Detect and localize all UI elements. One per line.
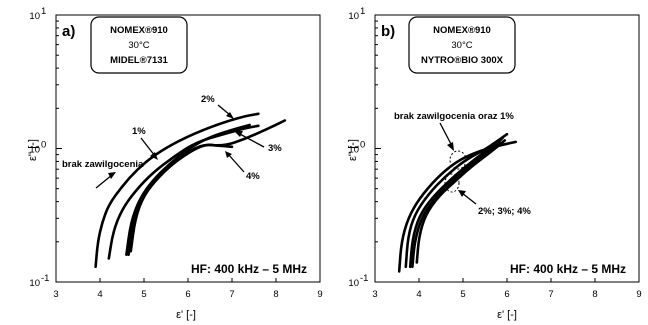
legend-a-line2: 30°C [128,40,149,51]
y-tick-label-a-1: 10 [29,145,40,156]
arrow-a-4pct [227,153,245,173]
x-tick-label-a-5: 8 [273,289,278,300]
x-axis-label-a: ε' [-] [176,309,196,321]
x-tick-label-b-3: 6 [504,289,509,300]
dashed-circle-b-upper [449,150,467,170]
y-tick-exp-b-1: 0 [360,140,365,151]
arrow-a-2pct [217,104,231,116]
legend-b-line1: NOMEX®910 [433,25,491,36]
annotation-b-wet: 2%; 3%; 4% [478,206,531,217]
legend-b-line3: NYTRO®BIO 300X [421,55,504,66]
legend-a-line3: MIDEL®7131 [110,55,168,66]
panel-label-a: a) [62,23,75,40]
arrowhead-b-dry-1pct [447,142,454,151]
y-tick-label-b-2: 10 [348,11,359,22]
frequency-label-a: HF: 400 kHz – 5 MHz [191,262,307,276]
arrowhead-a-2pct [226,112,234,119]
panel-label-b: b) [381,23,395,40]
y-tick-label-a-0: 10 [29,278,40,289]
series-a-1 [107,124,260,260]
legend-a-line1: NOMEX®910 [110,25,168,36]
legend-b-line2: 30°C [451,40,472,51]
x-tick-label-b-2: 5 [460,289,465,300]
y-axis-label-a: ε'' [-] [27,139,39,161]
x-tick-label-a-2: 5 [141,289,146,300]
legend-b: NOMEX®910 30°C NYTRO®BIO 300X [408,16,516,74]
arrowhead-a-4pct [225,151,232,158]
x-tick-label-b-6: 9 [636,289,641,300]
y-axis-label-b: ε'' [-] [347,139,359,161]
x-tick-label-b-0: 3 [372,289,377,300]
arrowhead-b-wet [458,190,466,197]
legend-a: NOMEX®910 30°C MIDEL®7131 [90,16,188,74]
arrowhead-a-dry [108,172,116,179]
arrow-a-3pct [237,132,265,148]
y-tick-label-b-0: 10 [348,278,359,289]
series-b-4 [408,141,502,269]
annotation-a-dry: brak zawilgocenia [62,159,144,170]
arrow-b-dry-1pct [439,122,453,147]
x-tick-label-b-5: 8 [592,289,597,300]
arrowhead-a-3pct [234,131,243,137]
annotation-a-4pct: 4% [246,171,260,182]
x-axis-label-b: ε' [-] [497,309,517,321]
dashed-circle-b-lower [444,173,460,193]
arrowhead-a-1pct [150,152,158,160]
series-b-2 [411,136,504,269]
arrow-a-dry [95,174,113,189]
annotation-a-3pct: 3% [268,143,282,154]
x-tick-label-a-3: 6 [185,289,190,300]
series-a-0 [94,112,260,269]
x-tick-label-a-4: 7 [229,289,234,300]
y-tick-exp-a-0: -1 [41,273,49,284]
legend-box-a [90,16,188,74]
annotation-a-1pct: 1% [132,126,146,137]
y-tick-exp-b-2: 1 [360,6,365,17]
y-axis-label-b-text: ε'' [-] [347,139,359,161]
curves-a [94,112,287,269]
legend-box-b [408,16,516,74]
x-tick-label-a-6: 9 [317,289,322,300]
frequency-label-b: HF: 400 kHz – 5 MHz [510,262,626,276]
y-axis-label-a-text: ε'' [-] [27,139,39,161]
x-tick-label-a-0: 3 [53,289,58,300]
arrow-a-1pct [140,137,156,157]
series-a-2 [125,123,251,256]
annotation-b-dry-1pct: brak zawilgocenia oraz 1% [394,111,514,122]
x-tick-label-b-1: 4 [416,289,421,300]
y-tick-label-a-2: 10 [29,11,40,22]
series-a-4 [127,143,234,256]
y-tick-exp-a-2: 1 [41,6,46,17]
y-tick-label-b-1: 10 [348,145,359,156]
y-tick-exp-a-1: 0 [41,140,46,151]
curves-b [397,132,518,273]
annotation-a-2pct: 2% [201,94,215,105]
arrow-b-wet [461,192,477,205]
y-tick-exp-b-0: -1 [360,273,368,284]
x-tick-label-a-1: 4 [97,289,102,300]
x-tick-label-b-4: 7 [548,289,553,300]
series-b-3 [415,139,507,264]
series-b-1 [404,132,509,269]
